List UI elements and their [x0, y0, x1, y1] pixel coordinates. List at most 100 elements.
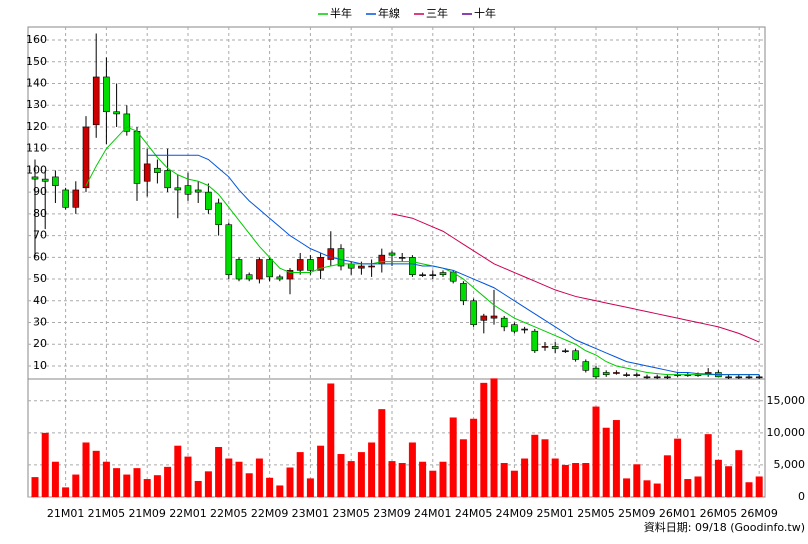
candle-body	[256, 259, 263, 280]
volume-bar	[245, 473, 253, 497]
x-tick-label: 21M09	[128, 507, 166, 520]
volume-bar	[633, 464, 641, 497]
volume-bar	[449, 417, 457, 497]
candle-body	[521, 328, 528, 331]
volume-bar	[419, 461, 427, 497]
x-tick-label: 25M05	[577, 507, 615, 520]
candle-body	[643, 376, 651, 379]
y-tick-label: 160	[26, 33, 47, 46]
x-tick-label: 23M09	[373, 507, 411, 520]
candle-body	[358, 265, 365, 269]
volume-bar	[296, 452, 304, 497]
candle-body	[541, 346, 549, 348]
volume-bar	[684, 479, 692, 497]
y-tick-label: 80	[33, 207, 47, 220]
candle-body	[133, 130, 141, 184]
y-tick-label: 70	[33, 229, 47, 242]
y-tick-label: 50	[33, 272, 47, 285]
volume-bar	[317, 445, 325, 497]
candle-body	[215, 202, 222, 226]
volume-bar	[62, 487, 70, 497]
volume-bar	[388, 461, 396, 497]
volume-bar	[225, 458, 233, 497]
volume-bar	[531, 434, 539, 497]
volume-bar	[31, 477, 39, 497]
volume-bar	[123, 474, 131, 497]
volume-bar	[133, 468, 141, 497]
candle-body	[368, 265, 375, 268]
candle-body	[103, 76, 110, 113]
ma-line	[85, 126, 760, 376]
volume-bar	[276, 485, 284, 497]
candle-body	[286, 270, 294, 280]
candle-body	[388, 252, 396, 256]
candle-body	[317, 257, 324, 271]
volume-tick-label: 5,000	[774, 458, 806, 471]
x-tick-label: 22M09	[251, 507, 289, 520]
legend-label: 十年	[474, 6, 496, 20]
y-tick-label: 10	[33, 359, 47, 372]
candle-body	[52, 176, 59, 186]
candle-body	[551, 346, 559, 349]
candle-body	[205, 191, 212, 210]
volume-bar	[714, 459, 722, 497]
volume-bar	[378, 409, 386, 497]
volume-bar	[347, 461, 355, 497]
candle-body	[511, 324, 518, 332]
volume-bar	[429, 470, 437, 497]
volume-bar	[266, 477, 274, 497]
volume-bar	[500, 463, 508, 497]
candle-body	[613, 372, 620, 374]
candle-body	[500, 317, 508, 328]
volume-bar	[184, 456, 192, 497]
ma-line	[147, 154, 760, 376]
volume-bar	[704, 434, 712, 497]
volume-bar	[327, 383, 335, 497]
x-tick-label: 26M05	[700, 507, 738, 520]
candle-body	[480, 315, 488, 321]
volume-bar	[694, 476, 702, 497]
y-tick-label: 140	[26, 76, 47, 89]
legend-label: 三年	[426, 6, 448, 20]
x-tick-label: 21M01	[47, 507, 85, 520]
volume-bar	[235, 461, 243, 497]
volume-bar	[572, 463, 580, 497]
y-tick-label: 60	[33, 250, 47, 263]
x-tick-label: 25M01	[536, 507, 574, 520]
candle-body	[429, 274, 437, 277]
volume-bar	[174, 445, 182, 497]
candle-body	[704, 372, 712, 374]
candle-body	[490, 315, 498, 319]
candle-body	[194, 189, 202, 193]
volume-bar	[623, 478, 631, 497]
candle-body	[755, 376, 763, 379]
volume-bar	[439, 461, 447, 497]
volume-bar	[204, 471, 212, 497]
volume-bar	[470, 418, 478, 497]
volume-bar	[459, 439, 467, 497]
volume-bar	[480, 382, 488, 497]
candle-body	[82, 126, 90, 189]
x-tick-label: 23M01	[292, 507, 330, 520]
volume-bar	[194, 480, 202, 497]
candle-body	[307, 259, 314, 271]
volume-bar	[41, 432, 49, 497]
volume-bar	[398, 463, 406, 497]
volume-bar	[72, 474, 80, 497]
candle-body	[664, 376, 671, 379]
candle-body	[745, 376, 753, 379]
x-tick-label: 22M05	[210, 507, 248, 520]
y-tick-label: 150	[26, 55, 47, 68]
volume-bar	[745, 482, 753, 497]
candle-body	[735, 376, 743, 379]
candle-body	[41, 178, 49, 182]
candle-body	[633, 374, 641, 376]
candle-body	[531, 330, 539, 352]
candle-body	[398, 257, 406, 259]
candle-body	[470, 300, 477, 325]
volume-bar	[510, 470, 518, 497]
candle-body	[31, 176, 39, 180]
y-tick-label: 90	[33, 185, 47, 198]
volume-bar	[357, 452, 365, 497]
candle-body	[266, 259, 273, 278]
